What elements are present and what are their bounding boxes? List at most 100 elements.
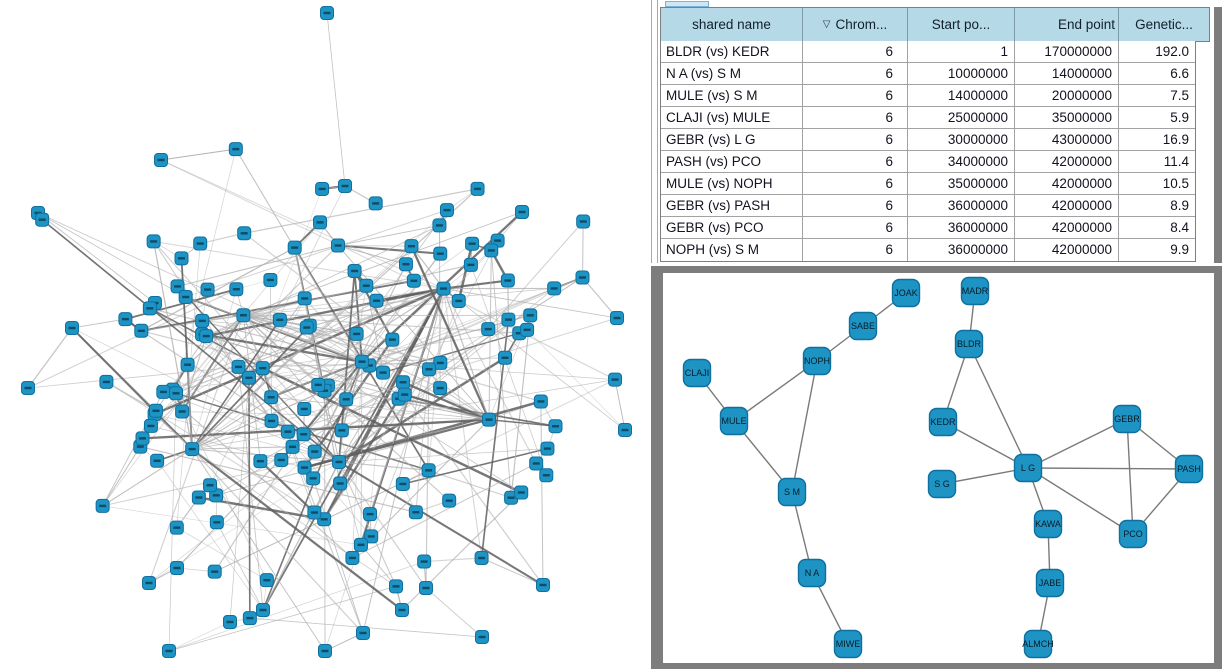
table-top-tab[interactable] <box>665 1 709 7</box>
node-KEDR[interactable] <box>928 407 958 437</box>
node-MADR[interactable] <box>960 276 990 306</box>
node-label-mark <box>353 332 361 336</box>
column-header-genetic[interactable]: Genetic... <box>1119 8 1209 41</box>
table-row[interactable]: BLDR (vs) KEDR 6 1 170000000 192.0 <box>661 41 1195 63</box>
column-header-start-position[interactable]: Start po... <box>908 8 1015 41</box>
edge <box>191 188 478 450</box>
node-S-M[interactable] <box>777 477 807 507</box>
node-label-mark <box>338 429 346 432</box>
edge-BLDR-L-G[interactable] <box>968 343 1029 469</box>
node-ALMCH[interactable] <box>1023 629 1053 659</box>
table-scrollbar[interactable] <box>1214 7 1222 263</box>
edge-NOPH-S-M[interactable] <box>791 360 818 493</box>
node-label-mark <box>445 499 453 502</box>
node-label-mark <box>206 484 214 487</box>
node-label-mark <box>289 445 297 449</box>
node-S-G[interactable] <box>927 469 957 499</box>
node-GEBR[interactable] <box>1112 404 1142 434</box>
edge-S-G-L-G[interactable] <box>941 467 1029 485</box>
right-network-canvas[interactable]: JOAK MADR SABE BLDR NOPH CLAJI MULE KEDR GEBR L G… <box>663 273 1214 663</box>
column-header-chromosome[interactable]: ▽ Chrom... <box>803 8 908 41</box>
edge <box>526 329 626 431</box>
table-row[interactable]: MULE (vs) NOPH 6 35000000 42000000 10.5 <box>661 173 1195 195</box>
edge <box>156 460 264 611</box>
table-cell: 36000000 <box>908 217 1015 239</box>
node-label-mark <box>425 368 433 371</box>
table-row[interactable]: MULE (vs) S M 6 14000000 20000000 7.5 <box>661 85 1195 107</box>
node-MIWE[interactable] <box>833 629 863 659</box>
node-JOAK[interactable] <box>891 278 921 308</box>
edge <box>443 288 626 431</box>
edge <box>141 314 244 332</box>
node-label-mark <box>204 288 212 291</box>
edge-GEBR-PCO[interactable] <box>1126 418 1134 535</box>
node-label-mark <box>402 263 410 266</box>
edge <box>102 315 244 507</box>
table-cell: 42000000 <box>1015 151 1119 173</box>
edge <box>37 212 156 304</box>
node-label-mark <box>121 317 129 321</box>
node-PCO[interactable] <box>1118 519 1148 549</box>
node-N-A[interactable] <box>797 558 827 588</box>
node-label-mark <box>259 608 267 612</box>
table-header-row: shared name ▽ Chrom... Start po... End p… <box>660 7 1210 42</box>
node-JABE[interactable] <box>1035 568 1065 598</box>
edge <box>243 314 343 431</box>
table-cell: MULE (vs) S M <box>661 85 803 107</box>
table-row[interactable]: GEBR (vs) PASH 6 36000000 42000000 8.9 <box>661 195 1195 217</box>
node-BLDR[interactable] <box>954 329 984 359</box>
node-label-mark <box>478 556 486 560</box>
table-row[interactable]: PASH (vs) PCO 6 34000000 42000000 11.4 <box>661 151 1195 173</box>
filter-icon[interactable]: ▽ <box>822 18 831 30</box>
edge <box>410 245 491 421</box>
edge <box>172 288 444 391</box>
table-row[interactable]: GEBR (vs) L G 6 30000000 43000000 16.9 <box>661 129 1195 151</box>
node-label-mark <box>277 458 285 462</box>
node-label-mark <box>335 460 343 464</box>
table-cell: 36000000 <box>908 195 1015 217</box>
table-cell: 35000000 <box>908 173 1015 195</box>
edge-KEDR-L-G[interactable] <box>942 421 1029 469</box>
node-label-mark <box>263 578 271 582</box>
edge-L-G-GEBR[interactable] <box>1027 418 1128 469</box>
edge-NOPH-MULE[interactable] <box>733 360 818 422</box>
edge <box>243 314 542 403</box>
edge <box>306 326 490 421</box>
column-header-end-point[interactable]: End point <box>1015 8 1119 41</box>
table-cell: 36000000 <box>908 239 1015 261</box>
table-row[interactable]: GEBR (vs) PCO 6 36000000 42000000 8.4 <box>661 217 1195 239</box>
node-label-mark <box>102 380 110 384</box>
edge <box>238 366 490 421</box>
edge <box>71 327 193 450</box>
node-label-mark <box>436 361 444 365</box>
edge <box>160 159 415 282</box>
node-L-G[interactable] <box>1013 453 1043 483</box>
node-MULE[interactable] <box>719 406 749 436</box>
node-label-mark <box>342 398 350 401</box>
node-label-mark <box>611 378 619 381</box>
node-SABE[interactable] <box>848 311 878 341</box>
table-row[interactable]: N A (vs) S M 6 10000000 14000000 6.6 <box>661 63 1195 85</box>
node-label-mark <box>300 433 308 436</box>
node-label-mark <box>372 202 380 205</box>
table-row[interactable]: CLAJI (vs) MULE 6 25000000 35000000 5.9 <box>661 107 1195 129</box>
table-row[interactable]: NOPH (vs) S M 6 36000000 42000000 9.9 <box>661 239 1195 261</box>
edge-L-G-PASH[interactable] <box>1027 467 1190 470</box>
node-KAWA[interactable] <box>1033 509 1063 539</box>
node-label-mark <box>196 242 204 245</box>
edge <box>27 288 237 389</box>
edge-L-G-PCO[interactable] <box>1027 467 1134 535</box>
node-label-mark <box>226 620 234 624</box>
node-NOPH[interactable] <box>802 346 832 376</box>
edge <box>337 224 440 246</box>
edge <box>243 288 444 316</box>
node-label-mark <box>188 447 196 451</box>
table-cell: 1 <box>908 41 1015 63</box>
node-label-mark <box>240 232 248 235</box>
node-label-mark <box>351 269 359 273</box>
column-header-shared-name[interactable]: shared name <box>661 8 803 41</box>
node-CLAJI[interactable] <box>682 358 712 388</box>
panel-splitter[interactable] <box>651 0 658 263</box>
left-network-canvas[interactable] <box>0 0 651 669</box>
node-PASH[interactable] <box>1174 454 1204 484</box>
